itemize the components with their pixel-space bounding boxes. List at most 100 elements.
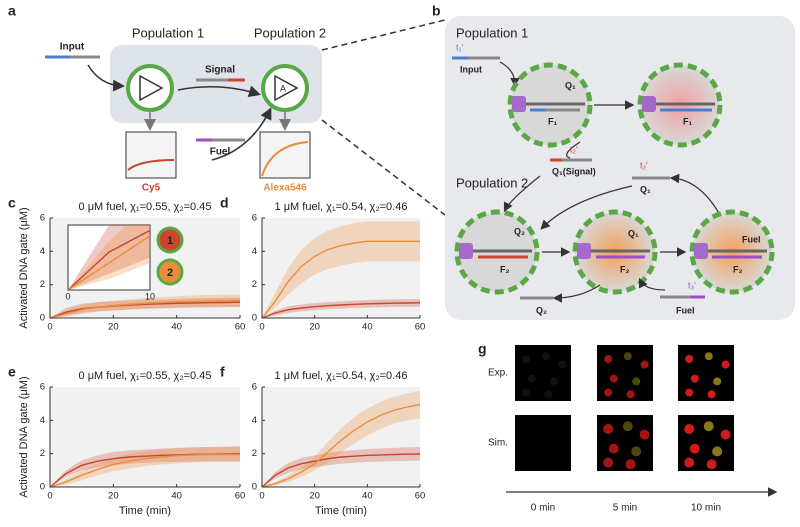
x-tick-label: 40 <box>171 491 182 502</box>
panel-g: g Exp. Sim. 0 min 5 min 10 min <box>478 341 778 514</box>
cell-dot <box>684 424 695 434</box>
arrow <box>177 85 261 98</box>
population-title: Population 2 <box>254 25 326 40</box>
time-label: 0 min <box>531 503 555 514</box>
line <box>261 301 421 319</box>
cell-dot <box>704 352 713 361</box>
cell-dot <box>608 443 619 454</box>
panel-label: a <box>8 3 16 19</box>
amplifier-icon <box>139 74 164 102</box>
strand-label: Q₁ <box>565 80 576 90</box>
inset-area <box>67 224 151 291</box>
strand-label: F₁ <box>548 116 557 126</box>
cell-dot <box>685 355 694 363</box>
chart-title: 1 μM fuel, χ₁=0.54, χ₂=0.46 <box>275 370 408 382</box>
plot-series <box>68 225 150 290</box>
population-marker <box>156 258 184 286</box>
strand-label: F₂ <box>733 264 743 274</box>
panel-a: a Population 1 Population 2 A Input Sign… <box>8 3 446 216</box>
x-tick-label: 10 <box>145 291 155 301</box>
strand-label: F₂ <box>620 264 630 274</box>
toehold-label: t₂′ <box>640 160 648 170</box>
plot-area <box>262 218 420 318</box>
cell-dot <box>631 446 642 457</box>
error-band <box>262 390 420 487</box>
cell-dot <box>558 360 567 369</box>
cell-dot <box>604 388 613 397</box>
strand-label: Q₁ <box>628 228 639 238</box>
chart-title: 0 μM fuel, χ₁=0.55, χ₂=0.45 <box>79 370 212 382</box>
cell-dot <box>632 377 641 386</box>
cell-dot <box>712 446 723 457</box>
cell-dot <box>690 374 699 383</box>
cell-dot <box>522 388 531 397</box>
x-tick-label: 0 <box>65 291 70 301</box>
cell-dot <box>721 360 730 369</box>
toehold-label: t₃′ <box>688 280 696 290</box>
x-tick-label: 60 <box>415 491 426 502</box>
strand-label: Q₁ <box>640 184 651 194</box>
panel-b: b Population 1 t₁′ Input Q₁ F₁ F₁ t₂′ Q₁… <box>432 3 795 320</box>
strand-label: Fuel <box>742 234 761 244</box>
panel-label: b <box>432 3 441 19</box>
x-tick-label: 20 <box>309 491 320 502</box>
panel-label: g <box>478 341 487 357</box>
cell-dot <box>527 374 536 383</box>
signal-label: Q₁(Signal) <box>552 166 596 176</box>
axes <box>261 387 420 488</box>
row-label: Sim. <box>488 438 508 449</box>
micrograph <box>515 415 571 471</box>
mini-curve <box>261 141 309 177</box>
toehold-label: t₁′ <box>456 42 464 52</box>
y-tick-label: 2 <box>40 448 45 459</box>
arrow <box>211 107 272 161</box>
cell-dot <box>703 421 714 432</box>
signal-label: Signal <box>205 65 235 76</box>
arrow <box>503 175 541 213</box>
plot-area <box>262 387 420 487</box>
y-tick-label: 6 <box>40 382 45 393</box>
panel-label: c <box>8 195 16 211</box>
cell-dot <box>609 374 618 383</box>
cell-dot <box>622 421 633 432</box>
x-tick-label: 20 <box>108 322 119 333</box>
arrow <box>540 185 633 230</box>
y-tick-label: 6 <box>40 213 45 224</box>
line <box>261 403 421 488</box>
cell-dot <box>707 390 716 399</box>
arrow <box>552 284 601 303</box>
y-tick-label: 4 <box>40 415 45 426</box>
readout-label: Cy5 <box>142 183 161 194</box>
cell-dot <box>604 355 613 363</box>
x-tick-label: 40 <box>362 491 373 502</box>
x-tick-label: 0 <box>47 322 52 333</box>
input-label: Input <box>60 42 85 53</box>
time-label: 5 min <box>613 503 637 514</box>
arrow <box>87 64 125 92</box>
cell-dot <box>603 424 614 434</box>
line <box>49 299 241 319</box>
zoom-line <box>321 119 446 216</box>
plot-series <box>49 294 241 319</box>
y-axis-label: Activated DNA gate (μM) <box>18 376 30 497</box>
arrow <box>638 277 666 291</box>
time-label: 10 min <box>691 503 721 514</box>
x-tick-label: 60 <box>235 491 246 502</box>
y-tick-label: 2 <box>252 279 257 290</box>
cell-dot <box>522 355 531 363</box>
error-band <box>50 294 240 318</box>
strand-label: F₂ <box>500 264 510 274</box>
error-band <box>262 447 420 487</box>
axes <box>261 218 420 319</box>
error-band <box>50 446 240 487</box>
cell-dot <box>603 457 614 468</box>
amplifier-icon <box>274 74 299 102</box>
x-tick-label: 0 <box>47 491 52 502</box>
population-title: Population 1 <box>456 25 528 40</box>
anchor <box>694 243 708 259</box>
y-axis-label: Activated DNA gate (μM) <box>18 207 30 328</box>
cell-dot <box>639 429 650 440</box>
x-tick-label: 20 <box>309 322 320 333</box>
x-tick-label: 40 <box>362 322 373 333</box>
